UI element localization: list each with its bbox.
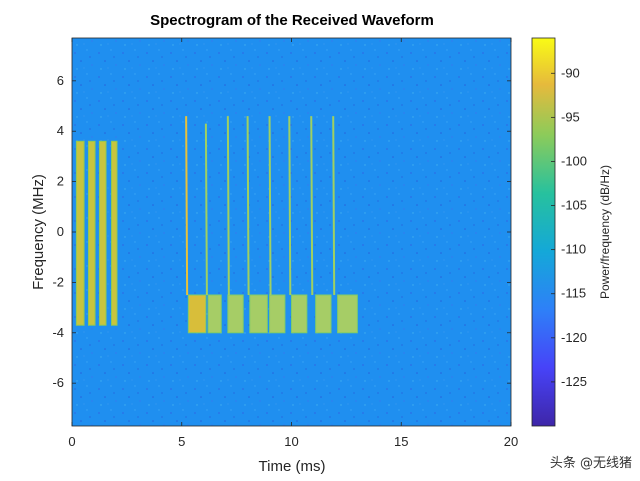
burst-1	[75, 140, 85, 326]
chirp-line-1	[185, 116, 189, 295]
block-3	[227, 294, 244, 334]
chirp-line-5	[268, 116, 272, 295]
y-tick-label: -6	[52, 375, 64, 390]
colorbar-tick-label: -125	[561, 374, 587, 389]
y-tick-label: 2	[57, 174, 64, 189]
watermark: 头条 @无线猪	[549, 456, 632, 471]
colorbar-tick-label: -115	[561, 286, 586, 301]
y-tick-label: 0	[57, 224, 64, 239]
burst-2	[87, 140, 96, 326]
x-tick-label: 15	[394, 434, 408, 449]
block-4	[249, 294, 268, 334]
block-1	[187, 294, 207, 334]
y-tick-label: 4	[57, 123, 64, 138]
chart-title: Spectrogram of the Received Waveform	[150, 12, 434, 29]
block-7	[315, 294, 332, 334]
x-tick-label: 20	[504, 434, 518, 449]
y-tick-label: 6	[57, 73, 64, 88]
block-2	[207, 294, 222, 334]
chirp-line-7	[310, 116, 314, 295]
plot-area	[71, 37, 512, 427]
colorbar-tick-label: -105	[561, 198, 587, 213]
x-tick-label: 0	[68, 434, 75, 449]
chirp-line-2	[204, 123, 208, 295]
colorbar-tick-label: -90	[561, 65, 580, 80]
x-tick-label: 5	[178, 434, 185, 449]
colorbar-label: Power/frequency (dB/Hz)	[598, 165, 612, 299]
block-8	[337, 294, 358, 334]
block-5	[269, 294, 286, 334]
block-6	[291, 294, 308, 334]
chirp-line-3	[226, 116, 230, 295]
colorbar-gradient	[531, 37, 556, 427]
chirp-line-4	[246, 116, 250, 295]
colorbar-tick-label: -95	[561, 109, 580, 124]
x-tick-label: 10	[284, 434, 298, 449]
x-axis-label: Time (ms)	[259, 458, 326, 475]
chirp-line-8	[332, 116, 336, 295]
colorbar: -90 -95 -100 -105 -110 -115 -120 -125 Power/fre…	[531, 37, 612, 427]
chirp-line-6	[288, 116, 292, 295]
burst-4	[111, 140, 118, 326]
colorbar-tick-label: -100	[561, 153, 587, 168]
colorbar-tick-label: -110	[561, 242, 586, 257]
y-tick-label: -4	[52, 325, 64, 340]
y-axis-label: Frequency (MHz)	[30, 174, 47, 290]
y-tick-label: -2	[52, 274, 64, 289]
burst-3	[98, 140, 107, 326]
spectrogram-background	[72, 38, 511, 426]
colorbar-tick-label: -120	[561, 330, 587, 345]
